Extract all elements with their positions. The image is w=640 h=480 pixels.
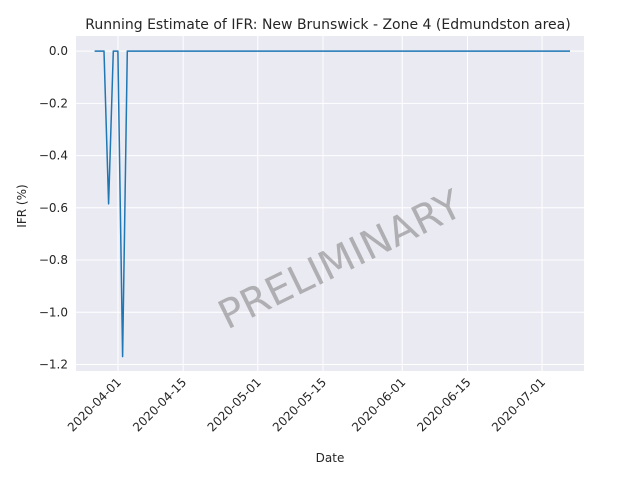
series-line (94, 50, 570, 358)
y-tick-label: −0.4 (39, 149, 68, 163)
x-tick-label: 2020-04-15 (130, 375, 189, 434)
grid (76, 36, 584, 371)
x-tick-label: 2020-05-15 (270, 375, 329, 434)
x-tick-label: 2020-06-15 (414, 375, 473, 434)
y-axis-label: IFR (%) (15, 184, 29, 227)
x-tick-label: 2020-05-01 (205, 375, 264, 434)
y-tick-label: −0.2 (39, 96, 68, 110)
y-axis-ticks: 0.0 −0.2 −0.4 −0.6 −0.8 −1.0 −1.2 (39, 44, 68, 371)
x-tick-label: 2020-06-01 (349, 375, 408, 434)
y-tick-label: −0.6 (39, 201, 68, 215)
y-tick-label: −0.8 (39, 253, 68, 267)
series-line-layer (94, 50, 570, 358)
y-tick-label: −1.2 (39, 357, 68, 371)
chart-title: Running Estimate of IFR: New Brunswick -… (85, 17, 570, 33)
plot-background (76, 36, 584, 371)
y-tick-label: 0.0 (49, 44, 68, 58)
x-axis-label: Date (316, 451, 345, 465)
x-tick-label: 2020-07-01 (489, 375, 548, 434)
y-tick-label: −1.0 (39, 305, 68, 319)
x-axis-ticks: 2020-04-01 2020-04-15 2020-05-01 2020-05-15… (65, 375, 548, 434)
x-tick-label: 2020-04-01 (65, 375, 124, 434)
